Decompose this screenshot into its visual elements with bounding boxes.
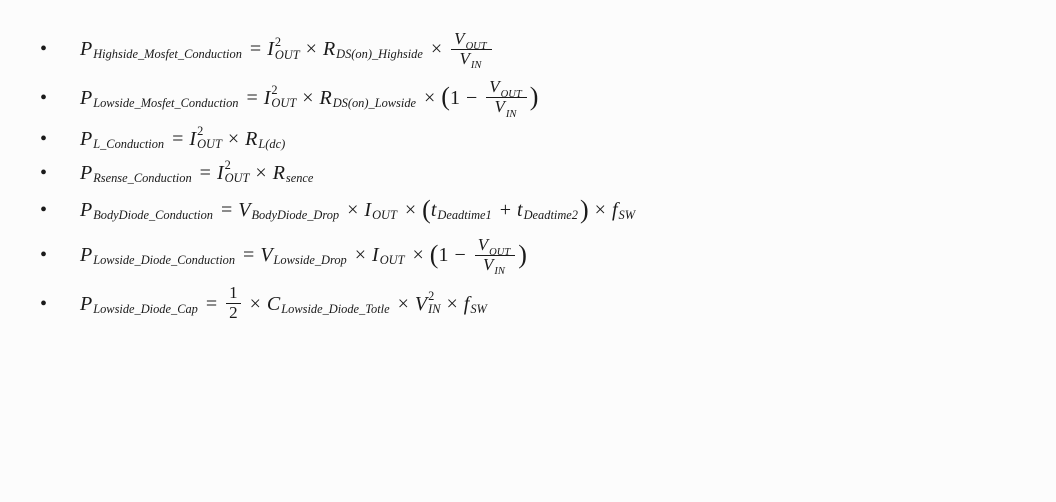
equation-lowside-mosfet: PLowside_Mosfet_Conduction = I2OUT × RDS… — [80, 78, 538, 116]
bullet-icon: • — [40, 37, 80, 61]
equation-bodydiode: PBodyDiode_Conduction = VBodyDiode_Drop … — [80, 195, 637, 226]
bullet-icon: • — [40, 292, 80, 316]
equation-lowside-diode-cap: PLowside_Diode_Cap = 1 2 × CLowside_Diod… — [80, 284, 489, 322]
bullet-icon: • — [40, 86, 80, 110]
fraction: VOUT VIN — [451, 30, 491, 68]
fraction-half: 1 2 — [226, 284, 241, 322]
equation-item: • PLowside_Diode_Cap = 1 2 × CLowside_Di… — [40, 284, 1016, 322]
equation-rsense: PRsense_Conduction = I2OUT × Rsence — [80, 161, 315, 185]
equation-list: • PHighside_Mosfet_Conduction = I2OUT × … — [40, 30, 1016, 323]
equation-item: • PL_Conduction = I2OUT × RL(dc) — [40, 127, 1016, 151]
bullet-icon: • — [40, 161, 80, 185]
equation-lowside-diode-conduction: PLowside_Diode_Conduction = VLowside_Dro… — [80, 236, 527, 274]
bullet-icon: • — [40, 127, 80, 151]
equation-highside-mosfet: PHighside_Mosfet_Conduction = I2OUT × RD… — [80, 30, 495, 68]
equation-l-conduction: PL_Conduction = I2OUT × RL(dc) — [80, 127, 287, 151]
bullet-icon: • — [40, 198, 80, 222]
equation-item: • PBodyDiode_Conduction = VBodyDiode_Dro… — [40, 195, 1016, 226]
bullet-icon: • — [40, 243, 80, 267]
equation-item: • PLowside_Diode_Conduction = VLowside_D… — [40, 236, 1016, 274]
equation-item: • PLowside_Mosfet_Conduction = I2OUT × R… — [40, 78, 1016, 116]
fraction: VOUT VIN — [475, 236, 515, 274]
equation-item: • PHighside_Mosfet_Conduction = I2OUT × … — [40, 30, 1016, 68]
equation-item: • PRsense_Conduction = I2OUT × Rsence — [40, 161, 1016, 185]
fraction: VOUT VIN — [486, 78, 526, 116]
